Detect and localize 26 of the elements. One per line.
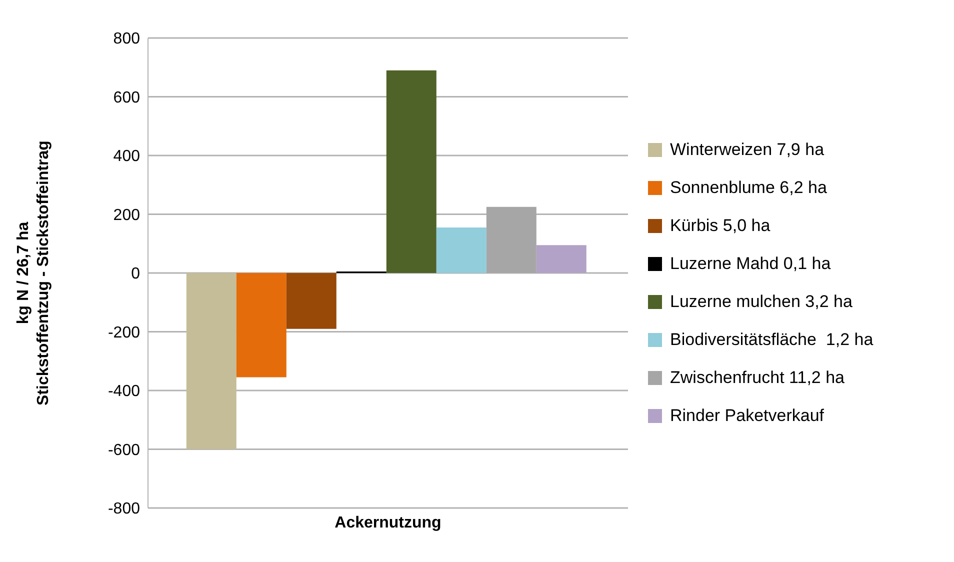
- bar: [486, 206, 536, 273]
- legend-label: Biodiversitätsfläche 1,2 ha: [670, 330, 874, 350]
- bar: [386, 70, 436, 273]
- bar: [436, 227, 486, 273]
- y-tick-label: 200: [113, 206, 140, 224]
- legend-label: Luzerne mulchen 3,2 ha: [670, 292, 852, 312]
- y-tick-label: 400: [113, 148, 140, 166]
- y-tick-label: 600: [113, 89, 140, 106]
- y-tick-label: 800: [113, 30, 140, 48]
- legend-label: Luzerne Mahd 0,1 ha: [670, 254, 831, 274]
- y-tick-label: -400: [108, 383, 140, 400]
- y-tick-label: -600: [108, 442, 140, 459]
- y-tick-label: -200: [108, 324, 140, 342]
- y-tick-label: -800: [108, 500, 140, 518]
- legend-label: Winterweizen 7,9 ha: [670, 140, 824, 160]
- y-axis-title: kg N / 26,7 ha Stickstoffentzug - Stickstoffeintrag: [15, 140, 52, 406]
- legend-label: Rinder Paketverkauf: [670, 406, 824, 426]
- x-tick-label: Ackernutzung: [334, 514, 442, 532]
- bar: [186, 273, 236, 450]
- y-tick-label: 0: [131, 266, 140, 283]
- bar: [236, 273, 286, 378]
- legend-label: Sonnenblume 6,2 ha: [670, 178, 827, 198]
- bar: [536, 245, 586, 273]
- legend-label: Kürbis 5,0 ha: [670, 216, 770, 236]
- bar: [286, 273, 336, 329]
- legend-label: Zwischenfrucht 11,2 ha: [670, 368, 844, 388]
